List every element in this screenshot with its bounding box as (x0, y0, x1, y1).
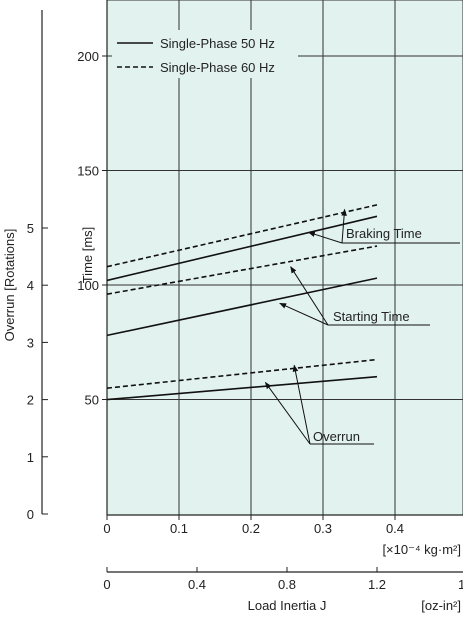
overrun-solid-line (106, 375, 378, 401)
x2-tick-label: 0 (103, 577, 110, 592)
x-tick-label: 0.3 (314, 521, 332, 536)
time-tick-label: 100 (77, 278, 99, 293)
legend-label: Single-Phase 50 Hz (160, 36, 275, 51)
legend: Single-Phase 50 Hz Single-Phase 60 Hz (112, 30, 298, 78)
starting-time-arrow (279, 302, 329, 326)
x2-tick-label: 0.8 (278, 577, 296, 592)
plot-background (106, 0, 463, 516)
starting-time-solid-line (106, 277, 378, 337)
x-axis-unit: [×10⁻⁴ kg·m²] (382, 542, 461, 557)
time-tick-label: 50 (85, 393, 99, 408)
legend-background (112, 30, 298, 78)
x2-tick-label: 1.6 (458, 577, 463, 592)
overrun-tick-label: 5 (27, 221, 34, 236)
starting-time-dashed-line (106, 245, 378, 295)
series-lines (106, 204, 378, 401)
x2-tick-label: 1.2 (368, 577, 386, 592)
x-tick-label: 0.1 (170, 521, 188, 536)
starting-time-arrow (290, 266, 329, 326)
time-tick-label: 150 (77, 164, 99, 179)
overrun-arrow (292, 364, 311, 445)
braking-time-solid-line (106, 215, 378, 282)
x2-tick-label: 0.4 (188, 577, 206, 592)
starting-time-label: Starting Time (333, 309, 410, 324)
legend-label: Single-Phase 60 Hz (160, 60, 275, 75)
braking-time-arrow (341, 208, 347, 244)
x-tick-label: 0.4 (386, 521, 404, 536)
x-tick-label: 0 (103, 521, 110, 536)
annotations: Braking Time Starting Time Overrun (264, 208, 460, 445)
braking-time-arrow (307, 231, 343, 244)
time-axis-title: Time [ms] (80, 227, 95, 284)
overrun-tick-label: 0 (27, 507, 34, 522)
braking-time-label: Braking Time (346, 226, 422, 241)
overrun-dashed-line (106, 358, 378, 389)
x2-axis-unit: [oz-in²] (421, 598, 461, 613)
braking-time-dashed-line (106, 204, 378, 268)
overrun-tick-label: 3 (27, 335, 34, 350)
overrun-axis-title: Overrun [Rotations] (2, 229, 17, 342)
overrun-tick-label: 4 (27, 278, 34, 293)
overrun-label: Overrun (313, 429, 360, 444)
x-tick-label: 0.2 (242, 521, 260, 536)
overrun-tick-label: 2 (27, 393, 34, 408)
overrun-tick-label: 1 (27, 450, 34, 465)
x-axis-title: Load Inertia J (248, 598, 327, 613)
overrun-arrow (264, 381, 311, 445)
time-tick-label: 200 (77, 49, 99, 64)
